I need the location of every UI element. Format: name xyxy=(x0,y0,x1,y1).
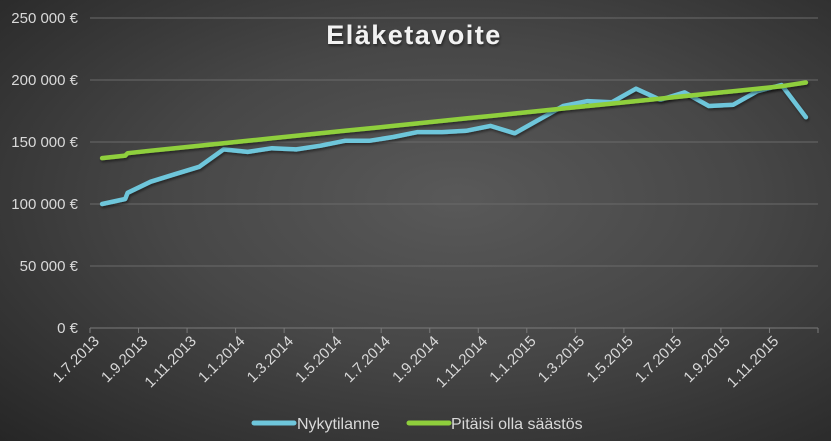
x-tick-label: 1.5.2015 xyxy=(583,333,636,386)
y-tick-label: 50 000 € xyxy=(20,258,79,275)
legend-label-nykytilanne[interactable]: Nykytilanne xyxy=(297,416,380,433)
y-tick-label: 0 € xyxy=(57,320,79,337)
legend-label-pitaisi[interactable]: Pitäisi olla säästös xyxy=(451,416,583,433)
x-tick-label: 1.11.2015 xyxy=(724,333,782,391)
gridlines xyxy=(90,17,818,267)
x-tick-label: 1.1.2014 xyxy=(195,333,248,386)
series-lines xyxy=(99,80,809,207)
legend: Nykytilanne Pitäisi olla säästös xyxy=(251,416,583,433)
series-line-0 xyxy=(99,82,809,207)
y-tick-label: 100 000 € xyxy=(11,196,78,213)
x-tick-label: 1.3.2015 xyxy=(535,333,588,386)
x-tick-label: 1.11.2014 xyxy=(433,333,491,391)
chart-title: Eläketavoite xyxy=(326,20,502,50)
y-tick-label: 150 000 € xyxy=(11,134,78,151)
x-tick-label: 1.7.2013 xyxy=(50,333,103,386)
y-tick-label: 250 000 € xyxy=(11,10,78,27)
x-tick-label: 1.1.2015 xyxy=(486,333,539,386)
x-tick-label: 1.11.2013 xyxy=(141,333,199,391)
y-axis: 0 € 50 000 € 100 000 € 150 000 € 200 000 € 25… xyxy=(11,10,78,337)
x-tick-label: 1.3.2014 xyxy=(244,333,297,386)
x-tick-label: 1.7.2014 xyxy=(341,333,394,386)
y-tick-label: 200 000 € xyxy=(11,72,78,89)
x-axis: 1.7.20131.9.20131.11.20131.1.20141.3.201… xyxy=(50,327,819,391)
x-tick-label: 1.5.2014 xyxy=(292,333,345,386)
x-tick-label: 1.7.2015 xyxy=(632,333,685,386)
series-line-1 xyxy=(99,80,809,161)
